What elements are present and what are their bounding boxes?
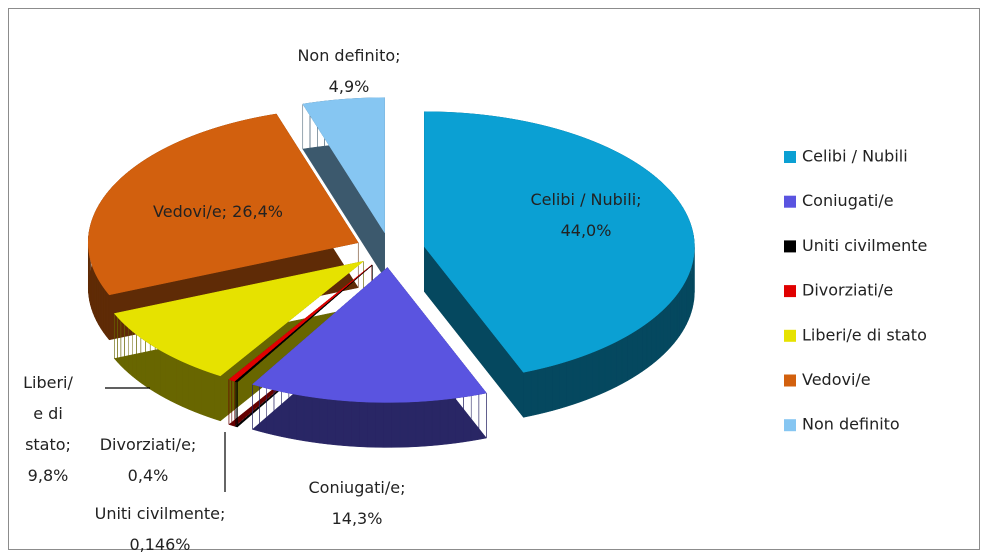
legend-label: Non definito [802,415,900,434]
legend-swatch [784,151,796,163]
legend-label: Celibi / Nubili [802,147,908,166]
data-label: Coniugati/e; 14,3% [309,478,406,528]
legend-label: Divorziati/e [802,281,893,300]
slice [113,261,364,377]
data-label: Divorziati/e; 0,4% [100,435,197,485]
data-label: Non definito; 4,9% [297,46,400,96]
slice-side [228,264,373,427]
pie [87,97,695,448]
data-label: Vedovi/e; 26,4% [153,202,283,221]
legend-swatch [784,285,796,298]
legend-swatch [784,195,796,208]
slice-side [252,266,487,448]
legend-label: Liberi/e di stato [802,325,927,344]
slice [228,264,373,382]
data-label: Celibi / Nubili; 44,0% [530,190,641,240]
legend-swatch [784,419,796,432]
legend-swatch [784,329,796,342]
legend-label: Coniugati/e [802,191,894,210]
data-label: Uniti civilmente; 0,146% [95,504,226,554]
slice [234,264,373,383]
legend-swatch [784,240,796,253]
legend-label: Vedovi/e [802,370,871,389]
slice [87,113,359,296]
legend-swatch [784,374,796,387]
slice-side [235,264,373,428]
data-label: Liberi/e di stato; 9,8% [23,373,73,485]
slice [424,111,695,373]
slice [302,97,385,234]
slice [251,267,487,403]
legend-label: Uniti civilmente [802,236,927,255]
